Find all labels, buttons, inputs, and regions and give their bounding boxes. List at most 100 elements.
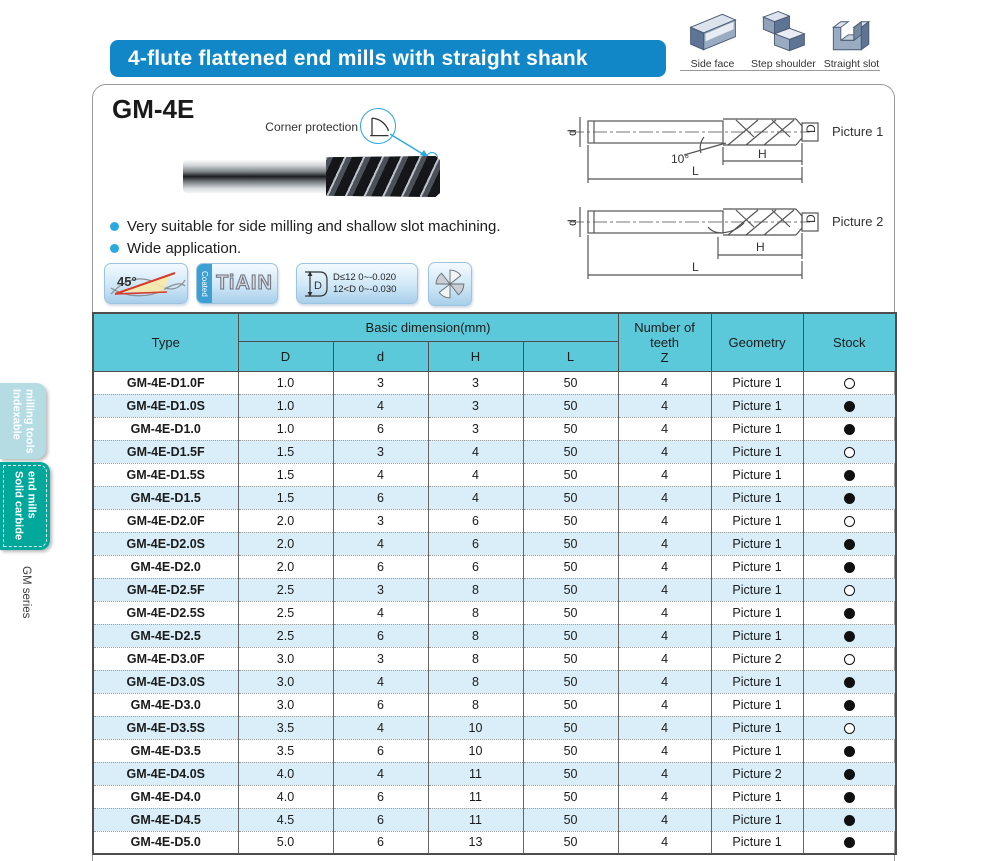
Z-cell: 4 [617, 785, 712, 809]
header-d: d [332, 340, 429, 372]
coating-badge: Coated TiAIN [196, 263, 278, 304]
type-cell: GM-4E-D4.0 [93, 785, 238, 809]
H-cell: 11 [427, 785, 523, 809]
stock-open-icon [843, 584, 855, 596]
stock-cell [802, 670, 897, 694]
bullet-icon [110, 244, 119, 253]
geometry-cell: Picture 1 [710, 624, 804, 648]
header-stock: Stock [802, 312, 897, 372]
stock-open-icon [843, 515, 855, 527]
sidebar-tab-indexable-milling-tools[interactable]: Indexable milling tools [0, 383, 46, 459]
d-cell: 3 [332, 440, 428, 464]
H-cell: 3 [427, 394, 523, 418]
Z-cell: 4 [617, 739, 712, 763]
type-cell: GM-4E-D4.5 [93, 808, 238, 832]
D-cell: 2.5 [237, 601, 333, 625]
workpiece-label: Side face [690, 58, 735, 70]
Z-cell: 4 [617, 693, 712, 717]
bullet-icon [110, 222, 119, 231]
d-cell: 4 [332, 463, 428, 487]
divider [680, 70, 880, 71]
type-cell: GM-4E-D1.0S [93, 394, 238, 418]
type-cell: GM-4E-D1.5F [93, 440, 238, 464]
L-cell: 50 [522, 670, 619, 694]
type-cell: GM-4E-D1.0F [93, 371, 238, 395]
table-row: GM-4E-D4.0 4.0 6 11 50 4 Picture 1 [93, 785, 897, 809]
stock-filled-icon [843, 538, 855, 550]
stock-open-icon [843, 377, 855, 389]
svg-text:H: H [756, 240, 765, 254]
L-cell: 50 [522, 647, 619, 671]
table-row: GM-4E-D2.5F 2.5 3 8 50 4 Picture 1 [93, 578, 897, 602]
H-cell: 10 [427, 739, 523, 763]
spec-table-body: GM-4E-D1.0F 1.0 3 3 50 4 Picture 1 GM-4E-D1.0S 1… [93, 371, 897, 855]
svg-text:d: d [565, 129, 579, 136]
L-cell: 50 [522, 693, 619, 717]
svg-text:D: D [804, 214, 818, 223]
workpiece-icon-group: Side face Step shoulder Straight [682, 8, 882, 70]
tolerance-text: D≤12 0~-0.020 12<D 0~-0.030 [333, 272, 396, 296]
geometry-cell: Picture 1 [710, 417, 804, 441]
L-cell: 50 [522, 739, 619, 763]
L-cell: 50 [522, 440, 619, 464]
table-row: GM-4E-D3.0F 3.0 3 8 50 4 Picture 2 [93, 647, 897, 671]
header-basic-dimension: Basic dimension(mm) [237, 312, 619, 342]
stock-cell [802, 601, 897, 625]
L-cell: 50 [522, 762, 619, 786]
table-row: GM-4E-D3.5S 3.5 4 10 50 4 Picture 1 [93, 716, 897, 740]
cross-section-badge [428, 262, 472, 306]
geometry-cell: Picture 1 [710, 394, 804, 418]
D-cell: 2.5 [237, 578, 333, 602]
type-cell: GM-4E-D3.0 [93, 693, 238, 717]
Z-cell: 4 [617, 716, 712, 740]
cross-section-icon [435, 269, 465, 299]
stock-filled-icon [843, 699, 855, 711]
Z-cell: 4 [617, 417, 712, 441]
type-cell: GM-4E-D5.0 [93, 831, 238, 855]
table-row: GM-4E-D3.0 3.0 6 8 50 4 Picture 1 [93, 693, 897, 717]
page-title: 4-flute flattened end mills with straigh… [110, 40, 666, 77]
stock-filled-icon [843, 561, 855, 573]
stock-cell [802, 831, 897, 855]
stock-cell [802, 509, 897, 533]
workpiece-label: Straight slot [823, 58, 880, 70]
stock-cell [802, 532, 897, 556]
type-cell: GM-4E-D3.0S [93, 670, 238, 694]
d-cell: 6 [332, 555, 428, 579]
Z-cell: 4 [617, 624, 712, 648]
d-cell: 4 [332, 762, 428, 786]
header-H: H [427, 340, 524, 372]
d-cell: 6 [332, 486, 428, 510]
geometry-cell: Picture 1 [710, 555, 804, 579]
D-cell: 1.5 [237, 486, 333, 510]
D-cell: 2.5 [237, 624, 333, 648]
type-cell: GM-4E-D2.5 [93, 624, 238, 648]
table-row: GM-4E-D3.5 3.5 6 10 50 4 Picture 1 [93, 739, 897, 763]
Z-cell: 4 [617, 762, 712, 786]
stock-filled-icon [843, 492, 855, 504]
geometry-cell: Picture 1 [710, 808, 804, 832]
stock-cell [802, 716, 897, 740]
table-row: GM-4E-D1.0F 1.0 3 3 50 4 Picture 1 [93, 371, 897, 395]
stock-cell [802, 785, 897, 809]
stock-cell [802, 371, 897, 395]
drawing-picture-1: 10° D d H L [565, 117, 819, 183]
stock-cell [802, 440, 897, 464]
sidebar-tab-solid-carbide-end-mills[interactable]: Solid carbide end mills [0, 462, 50, 550]
corner-protection-detail-icon [360, 108, 396, 144]
geometry-cell: Picture 1 [710, 716, 804, 740]
type-cell: GM-4E-D3.5 [93, 739, 238, 763]
geometry-cell: Picture 2 [710, 647, 804, 671]
geometry-cell: Picture 1 [710, 532, 804, 556]
d-cell: 4 [332, 670, 428, 694]
geometry-cell: Picture 1 [710, 371, 804, 395]
header-D: D [237, 340, 334, 372]
geometry-cell: Picture 2 [710, 762, 804, 786]
Z-cell: 4 [617, 555, 712, 579]
Z-cell: 4 [617, 670, 712, 694]
table-row: GM-4E-D2.0S 2.0 4 6 50 4 Picture 1 [93, 532, 897, 556]
tolerance-line-1: D≤12 0~-0.020 [333, 271, 397, 283]
geometry-cell: Picture 1 [710, 831, 804, 855]
header-L: L [522, 340, 619, 372]
geometry-cell: Picture 1 [710, 670, 804, 694]
